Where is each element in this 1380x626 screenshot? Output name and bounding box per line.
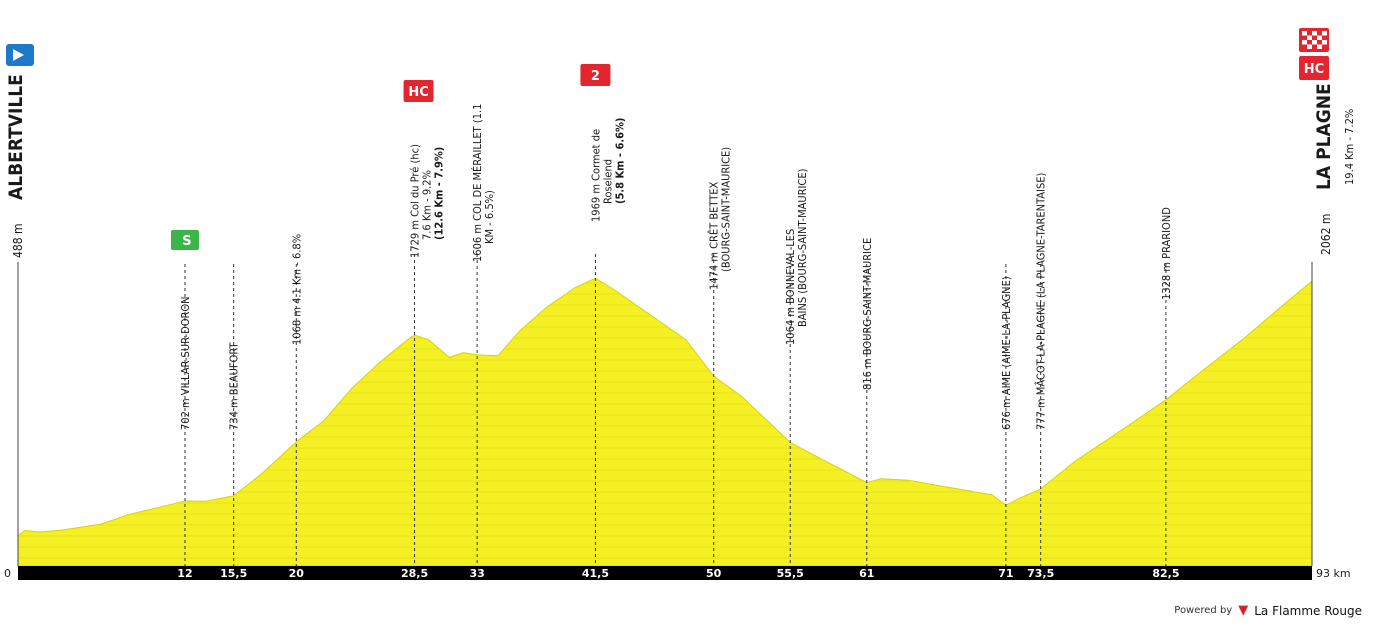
x-tick-label: 61 (859, 567, 874, 580)
finish-detail: 19.4 Km - 7.2% (1343, 109, 1356, 185)
powered-by-text: Powered by (1174, 605, 1233, 616)
waypoint-label-2: KM - 6.5%) (483, 190, 496, 244)
label-layer: ALBERTVILLE 488 m LA PLAGNE 2062 m 19.4 Km -… (5, 28, 1356, 566)
waypoint-label: 1474 m CRÊT BETTEX (708, 181, 721, 290)
brand-text: La Flamme Rouge (1254, 603, 1362, 618)
waypoint-label: 702 m VILLAR-SUR-DORON (179, 296, 192, 430)
sprint-text: S (182, 234, 191, 249)
waypoint-label: 816 m BOURG-SAINT-MAURICE (861, 238, 874, 390)
waypoint-label-2: BAINS (BOURG-SAINT-MAURICE) (796, 168, 809, 327)
finish-hc-badge: HC (1299, 56, 1329, 80)
waypoint-label: 1606 m COL DE MÉRAILLET (1.1 (471, 104, 484, 262)
waypoint-label: 1068 m 4.1 Km - 6.8% (290, 234, 303, 345)
waypoint-label-2: 7.6 Km - 9.2% (421, 170, 434, 240)
start-name: ALBERTVILLE (5, 74, 27, 200)
waypoint-label: 1328 m PRARIOND (1160, 207, 1173, 300)
x-axis: 0 12 15,5 20 28,5 33 41,5 50 55,5 61 71 73,5 82,5 93 … (4, 566, 1351, 580)
finish-name: LA PLAGNE (1313, 83, 1335, 190)
waypoint-label: 676 m AIME (AIME-LA-PLAGNE) (1000, 276, 1013, 430)
finish-flag-icon (1299, 28, 1329, 52)
footer: Powered by ▼ La Flamme Rouge (1174, 603, 1362, 618)
flame-logo-icon: ▼ (1238, 603, 1249, 618)
profile-area (17, 277, 1313, 567)
start-flag-icon (6, 44, 34, 66)
profile-layer (17, 277, 1313, 567)
x-tick-label: 73,5 (1027, 567, 1054, 580)
waypoint-label-2: Roselend (601, 159, 614, 204)
climb-category-badge: 2 (580, 64, 611, 86)
x-tick-label: 82,5 (1152, 567, 1179, 580)
start-elevation: 488 m (11, 223, 25, 258)
finish-hc-text: HC (1304, 62, 1324, 77)
waypoint-label-3: (12.6 Km - 7.9%) (433, 147, 446, 240)
x-tick-label: 28,5 (401, 567, 428, 580)
x-tick-label: 93 km (1316, 567, 1351, 580)
sprint-icon: S (170, 230, 199, 250)
x-tick-label: 41,5 (582, 567, 609, 580)
x-tick-label: 71 (998, 567, 1013, 580)
waypoint-label: 1969 m Cormet de (589, 129, 602, 222)
climb-category-text: HC (408, 85, 428, 100)
finish-elevation: 2062 m (1319, 214, 1333, 255)
waypoint-label-3: (5.8 Km - 6.6%) (613, 118, 626, 204)
baseline-bar (18, 566, 1312, 580)
waypoint-label: 777 m MÂCOT-LA-PLAGNE (LA PLAGNE-TARENTA… (1035, 173, 1048, 430)
x-tick-label: 50 (706, 567, 722, 580)
x-tick-label: 12 (177, 567, 192, 580)
waypoint-label: 1064 m BONNEVAL-LES (784, 229, 797, 345)
waypoint-label-2: (BOURG-SAINT-MAURICE) (720, 147, 733, 272)
x-tick-label: 33 (470, 567, 485, 580)
x-tick-label: 15,5 (220, 567, 247, 580)
waypoint-label: 1729 m Col du Pré (hc) (409, 144, 422, 258)
x-tick-label: 20 (289, 567, 305, 580)
climb-category-badge: HC (403, 80, 434, 102)
waypoint-label: 734 m BEAUFORT (228, 342, 241, 430)
x-tick-label: 0 (4, 567, 11, 580)
x-tick-label: 55,5 (777, 567, 804, 580)
climb-category-text: 2 (591, 69, 600, 84)
